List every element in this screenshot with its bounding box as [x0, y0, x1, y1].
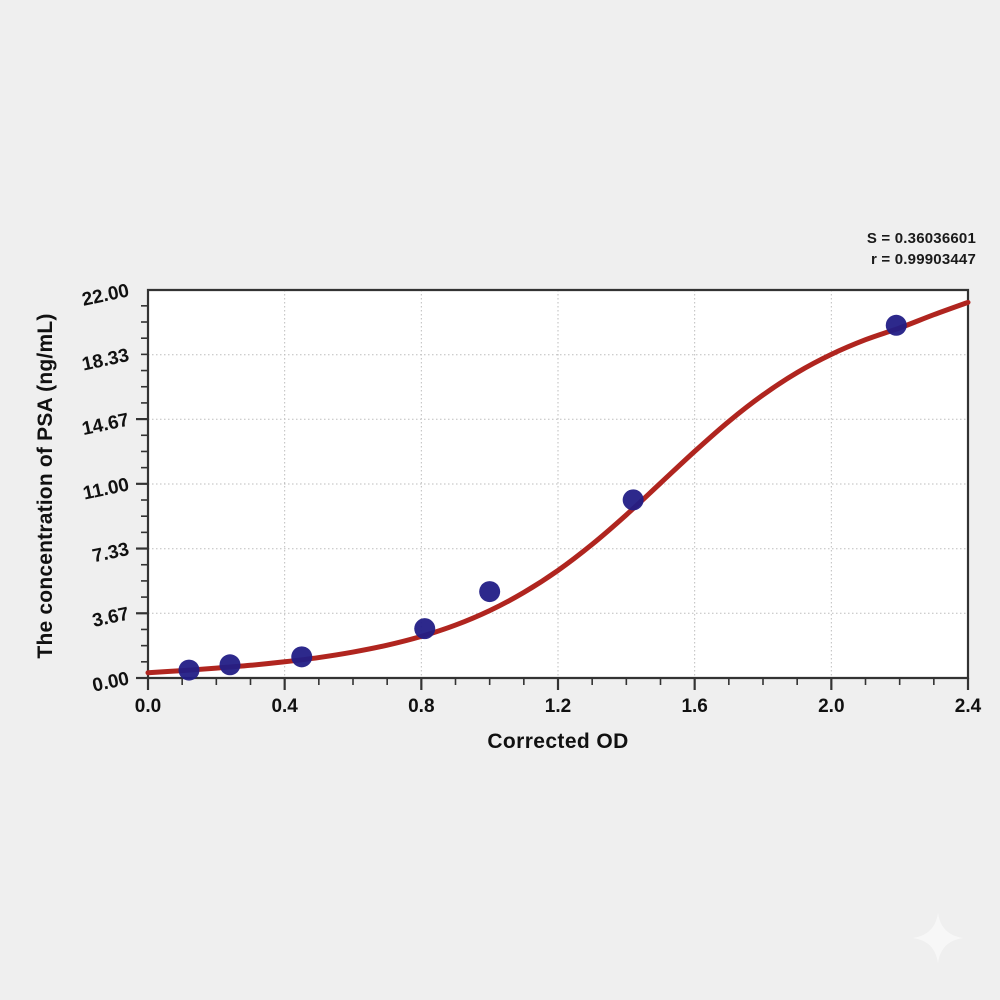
data-point	[885, 314, 907, 336]
y-axis-tick-label: 7.33	[90, 539, 131, 567]
y-axis-tick-label: 22.00	[80, 280, 131, 310]
r-value: r = 0.99903447	[871, 251, 976, 269]
y-axis-tick-label: 0.00	[90, 668, 131, 696]
data-point	[178, 659, 200, 681]
x-axis-tick-label: 1.2	[545, 696, 571, 717]
data-point	[414, 618, 436, 640]
fit-curve-layer	[145, 299, 971, 676]
data-point	[622, 489, 644, 511]
x-axis-tick-label: 0.4	[271, 696, 298, 717]
y-axis-tick-label: 11.00	[81, 474, 131, 504]
x-axis-tick-label: 0.8	[408, 696, 434, 717]
x-axis-tick-label: 0.0	[135, 696, 161, 717]
x-axis-tick-label: 2.4	[955, 696, 982, 717]
y-axis-tick-label: 14.67	[80, 410, 131, 440]
data-point	[479, 581, 501, 603]
s-value: S = 0.36036601	[866, 230, 976, 247]
y-axis-tick-label: 18.33	[80, 345, 131, 375]
data-points-layer	[178, 314, 907, 681]
fit-curve	[145, 299, 971, 676]
x-axis-tick-label: 1.6	[681, 696, 707, 717]
y-axis-tick-label: 3.67	[90, 604, 131, 632]
fit-statistics: S = 0.36036601 r = 0.99903447	[867, 228, 976, 271]
data-point	[219, 654, 241, 676]
x-axis-title: Corrected OD	[487, 730, 629, 753]
data-point	[291, 646, 313, 668]
tick-layer	[136, 305, 970, 690]
x-axis-tick-label: 2.0	[818, 696, 844, 717]
